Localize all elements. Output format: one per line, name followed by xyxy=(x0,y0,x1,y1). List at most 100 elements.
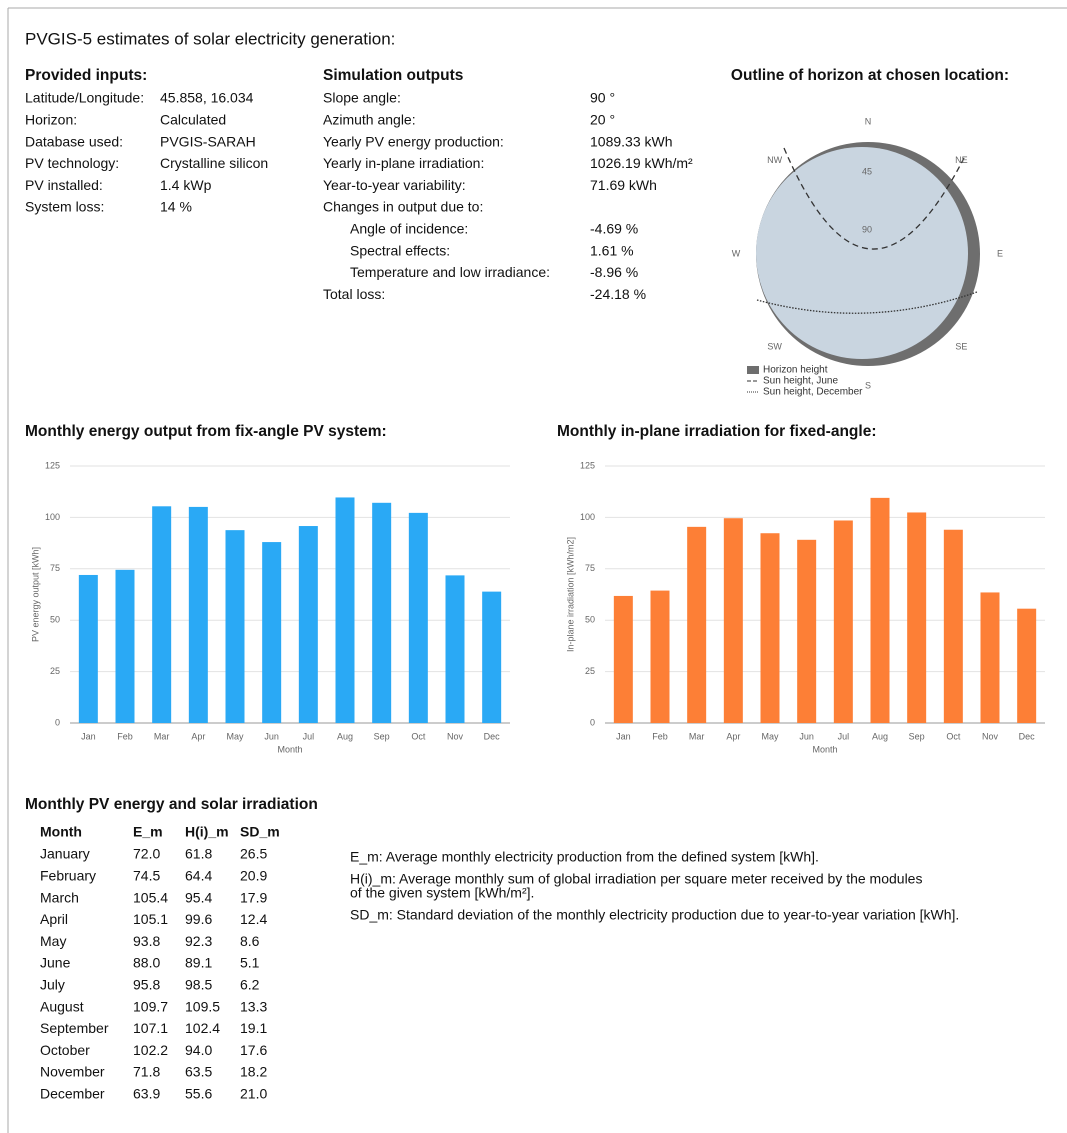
table-cell: 109.7 xyxy=(133,998,168,1014)
table-cell: February xyxy=(40,868,96,884)
compass-label: S xyxy=(865,380,871,390)
table-cell: 105.4 xyxy=(133,889,168,905)
table-cell: 6.2 xyxy=(240,977,260,993)
input-value: Calculated xyxy=(160,112,226,128)
x-tick-label: Feb xyxy=(652,731,668,741)
x-axis-label: Month xyxy=(812,744,837,754)
horizon-heading: Outline of horizon at chosen location: xyxy=(731,67,1009,84)
y-tick-label: 125 xyxy=(45,460,60,470)
legend-label: Horizon height xyxy=(763,365,828,376)
input-value: 1.4 kWp xyxy=(160,177,212,193)
y-tick-label: 125 xyxy=(580,460,595,470)
bar xyxy=(115,569,135,723)
table-cell: March xyxy=(40,889,79,905)
x-tick-label: Oct xyxy=(411,731,426,741)
output-value: 1.61 % xyxy=(590,242,634,258)
table-heading: Monthly PV energy and solar irradiation xyxy=(25,796,318,813)
x-tick-label: Feb xyxy=(117,731,133,741)
bar xyxy=(372,502,392,723)
table-cell: 98.5 xyxy=(185,977,212,993)
table-cell: 72.0 xyxy=(133,846,160,862)
input-value: 14 % xyxy=(160,199,192,215)
input-label: Horizon: xyxy=(25,112,77,128)
sun-december xyxy=(756,291,978,314)
x-tick-label: Jan xyxy=(81,731,96,741)
table-cell: 20.9 xyxy=(240,868,267,884)
page-title: PVGIS-5 estimates of solar electricity g… xyxy=(25,29,395,48)
table-cell: 55.6 xyxy=(185,1086,212,1102)
table-cell: 5.1 xyxy=(240,955,260,971)
y-tick-label: 0 xyxy=(55,717,60,727)
output-label: Changes in output due to: xyxy=(323,199,483,215)
output-label: Spectral effects: xyxy=(350,242,450,258)
output-label: Angle of incidence: xyxy=(350,221,468,237)
ring-label: 90 xyxy=(862,224,872,234)
table-cell: 64.4 xyxy=(185,868,212,884)
input-value: PVGIS-SARAH xyxy=(160,133,256,149)
x-tick-label: Aug xyxy=(872,731,888,741)
table-cell: September xyxy=(40,1020,109,1036)
table-cell: 107.1 xyxy=(133,1020,168,1036)
table-cell: June xyxy=(40,955,71,971)
input-label: PV technology: xyxy=(25,155,119,171)
sky-area xyxy=(756,147,968,359)
output-label: Yearly PV energy production: xyxy=(323,133,504,149)
table-cell: 99.6 xyxy=(185,911,212,927)
bar xyxy=(650,590,670,723)
chart-title: Monthly energy output from fix-angle PV … xyxy=(25,423,387,440)
table-cell: 61.8 xyxy=(185,846,212,862)
ring-label: 45 xyxy=(862,166,872,176)
x-tick-label: Oct xyxy=(946,731,961,741)
y-tick-label: 75 xyxy=(50,563,60,573)
y-tick-label: 75 xyxy=(585,563,595,573)
x-tick-label: Mar xyxy=(689,731,705,741)
table-cell: 17.9 xyxy=(240,889,267,905)
horizon-plot xyxy=(747,142,980,393)
output-label: Yearly in-plane irradiation: xyxy=(323,155,484,171)
x-tick-label: Jun xyxy=(799,731,814,741)
table-cell: 102.4 xyxy=(185,1020,220,1036)
y-tick-label: 25 xyxy=(585,666,595,676)
table-cell: 92.3 xyxy=(185,933,212,949)
table-cell: 19.1 xyxy=(240,1020,267,1036)
y-tick-label: 50 xyxy=(50,615,60,625)
compass-label: SE xyxy=(955,342,967,352)
bar xyxy=(687,526,707,723)
bar xyxy=(408,512,428,723)
input-label: Latitude/Longitude: xyxy=(25,90,144,106)
x-tick-label: Dec xyxy=(484,731,501,741)
output-value: 71.69 kWh xyxy=(590,177,657,193)
bar xyxy=(188,506,208,723)
compass-label: E xyxy=(997,248,1003,258)
x-tick-label: May xyxy=(761,731,779,741)
output-value: -8.96 % xyxy=(590,264,638,280)
table-cell: August xyxy=(40,998,84,1014)
y-axis-label: In-plane irradiation [kWh/m2] xyxy=(565,537,575,652)
table-cell: 21.0 xyxy=(240,1086,267,1102)
table-cell: 95.4 xyxy=(185,889,212,905)
table-cell: 89.1 xyxy=(185,955,212,971)
output-value: -24.18 % xyxy=(590,286,646,302)
bar xyxy=(262,542,282,723)
bar xyxy=(78,574,98,723)
table-cell: 17.6 xyxy=(240,1042,267,1058)
input-value: 45.858, 16.034 xyxy=(160,90,254,106)
x-axis-label: Month xyxy=(277,744,302,754)
bar xyxy=(907,512,927,723)
bar xyxy=(1017,608,1037,723)
table-cell: 74.5 xyxy=(133,868,160,884)
y-tick-label: 50 xyxy=(585,615,595,625)
x-tick-label: Jul xyxy=(303,731,315,741)
table-cell: October xyxy=(40,1042,90,1058)
column-header: E_m xyxy=(133,824,163,840)
bar xyxy=(482,591,502,723)
output-value: -4.69 % xyxy=(590,221,638,237)
legend-swatch xyxy=(747,366,759,374)
x-tick-label: Sep xyxy=(909,731,925,741)
x-tick-label: Jul xyxy=(838,731,850,741)
bar xyxy=(445,575,465,723)
legend-label: Sun height, June xyxy=(763,376,838,387)
x-tick-label: Aug xyxy=(337,731,353,741)
table-cell: July xyxy=(40,977,65,993)
x-tick-label: Apr xyxy=(191,731,205,741)
